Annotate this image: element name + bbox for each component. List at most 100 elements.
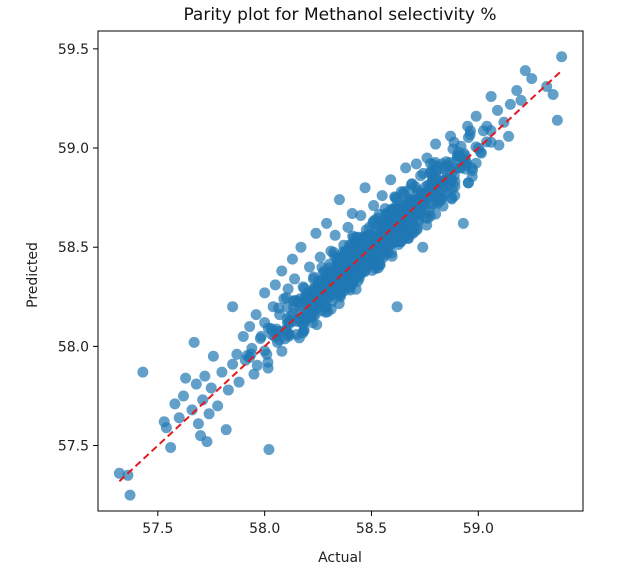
scatter-point: [286, 253, 298, 265]
scatter-point: [305, 301, 317, 313]
x-tick-label: 58.0: [249, 521, 280, 537]
x-tick-label: 58.5: [356, 521, 387, 537]
scatter-point: [255, 330, 267, 342]
scatter-point: [321, 217, 333, 229]
scatter-point: [276, 345, 288, 357]
scatter-point: [259, 345, 271, 357]
scatter-point: [368, 200, 380, 212]
scatter-point: [259, 287, 271, 299]
scatter-point: [222, 384, 234, 396]
scatter-point: [237, 330, 249, 342]
scatter-point: [333, 263, 345, 275]
scatter-point: [391, 301, 403, 313]
scatter-point: [169, 398, 181, 410]
scatter-point: [190, 378, 202, 390]
scatter-point: [397, 200, 409, 212]
scatter-point: [177, 390, 189, 402]
scatter-point: [124, 489, 136, 501]
scatter-point: [137, 366, 149, 378]
scatter-point: [244, 321, 256, 333]
scatter-point: [425, 158, 437, 170]
scatter-point: [402, 232, 414, 244]
scatter-point: [344, 284, 356, 296]
x-tick-label: 57.5: [142, 521, 173, 537]
scatter-point: [192, 418, 204, 430]
scatter-point: [466, 171, 478, 183]
scatter-point: [122, 469, 134, 481]
scatter-point: [417, 241, 429, 253]
parity-line: [118, 69, 563, 482]
scatter-point: [437, 200, 449, 212]
scatter-point: [519, 65, 531, 77]
scatter-point: [207, 350, 219, 362]
scatter-point: [320, 306, 332, 318]
scatter-point: [276, 265, 288, 277]
scatter-point: [342, 221, 354, 233]
scatter-point: [173, 412, 185, 424]
scatter-point: [360, 257, 372, 268]
scatter-point: [227, 301, 239, 313]
scatter-point: [385, 221, 397, 233]
scatter-point: [374, 259, 386, 271]
scatter-point: [241, 350, 253, 362]
y-axis: 57.5 58.0 58.5 59.0 59.5: [58, 42, 98, 455]
scatter-point: [288, 301, 299, 313]
scatter-point: [333, 194, 345, 206]
scatter-point: [485, 136, 497, 148]
scatter-point: [251, 359, 263, 371]
scatter-point: [346, 207, 358, 219]
scatter-point: [448, 136, 460, 148]
scatter-point: [485, 90, 497, 102]
scatter-point: [307, 273, 319, 285]
x-axis: 57.5 58.0 58.5 59.0: [142, 511, 494, 537]
scatter-point: [433, 192, 445, 204]
scatter-point: [343, 261, 355, 273]
y-tick-label: 57.5: [58, 439, 89, 455]
scatter-point: [410, 158, 422, 170]
x-tick-label: 59.0: [463, 521, 494, 537]
y-axis-label: Predicted: [25, 242, 41, 308]
scatter-point: [451, 150, 463, 162]
plot-frame: [97, 30, 584, 512]
scatter-point: [430, 172, 442, 184]
scatter-point: [430, 138, 442, 150]
scatter-point: [220, 424, 232, 436]
scatter-point: [329, 229, 341, 241]
scatter-point: [414, 194, 426, 206]
scatter-point: [248, 368, 260, 380]
scatter-point: [397, 188, 409, 200]
scatter-point: [304, 261, 316, 273]
scatter-point: [269, 279, 281, 291]
scatter-point: [498, 116, 510, 128]
scatter-point: [314, 251, 326, 263]
scatter-point: [231, 348, 243, 360]
scatter-point: [477, 125, 489, 137]
y-tick-label: 58.5: [58, 240, 89, 256]
scatter-point: [293, 332, 305, 344]
scatter-point: [359, 182, 371, 194]
scatter-point: [551, 114, 563, 126]
scatter-point: [385, 174, 397, 186]
scatter-point: [205, 382, 217, 394]
y-tick-label: 58.0: [58, 339, 89, 355]
scatter-point: [212, 400, 224, 412]
x-axis-label: Actual: [318, 550, 362, 566]
scatter-point: [160, 422, 172, 434]
scatter-point: [266, 325, 278, 337]
scatter-point: [376, 190, 388, 202]
scatter-point: [504, 98, 516, 110]
scatter-point: [348, 232, 360, 244]
scatter-point: [317, 267, 329, 279]
scatter-point: [310, 227, 322, 239]
scatter-point: [424, 210, 436, 222]
y-tick-label: 59.0: [58, 141, 89, 157]
scatter-point: [282, 283, 294, 295]
scatter-point: [355, 209, 367, 221]
scatter-point: [165, 442, 177, 454]
scatter-point: [280, 292, 292, 304]
scatter-point: [297, 318, 309, 330]
scatter-point: [188, 336, 200, 348]
scatter-point: [386, 247, 398, 259]
scatter-point: [263, 444, 275, 456]
